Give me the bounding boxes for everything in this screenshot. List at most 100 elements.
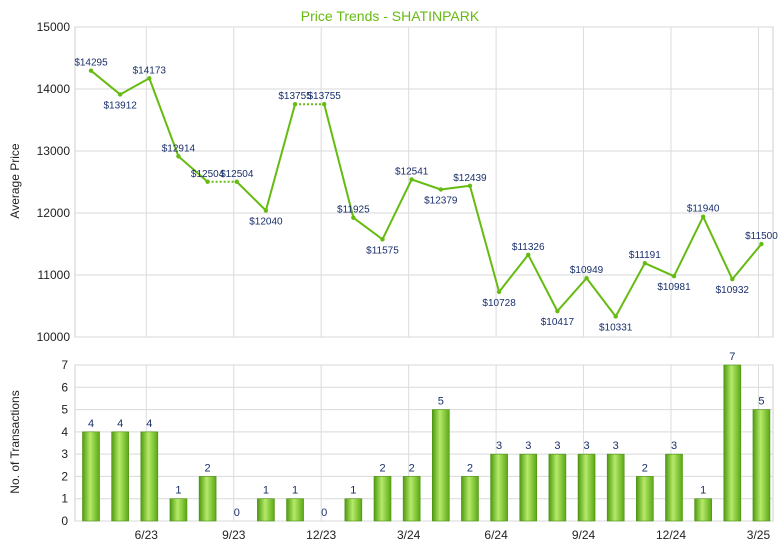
price-data-label: $10949: [570, 265, 604, 276]
price-line-segment: [702, 216, 734, 280]
price-point: [176, 154, 181, 159]
price-line-segment: [585, 277, 617, 318]
price-line-segment: [411, 178, 442, 191]
price-y-tick-label: 13000: [37, 144, 71, 158]
transactions-data-label: 4: [146, 418, 152, 430]
price-line-segment: [468, 185, 501, 293]
transactions-plot-area: [74, 364, 774, 522]
transactions-bar: [344, 498, 363, 522]
price-line-segment: [731, 243, 763, 280]
price-y-axis-label: Average Price: [8, 143, 22, 218]
price-data-label: $11925: [337, 205, 370, 216]
price-point: [584, 275, 589, 281]
price-data-label: $11191: [629, 250, 661, 261]
transactions-bar: [665, 453, 683, 522]
price-point: [642, 260, 648, 266]
price-data-label: $13755: [278, 91, 312, 102]
transactions-data-label: 1: [175, 485, 181, 497]
price-line-segment: [527, 254, 559, 312]
price-plot-area: [74, 26, 774, 338]
price-y-tick-label: 15000: [37, 20, 71, 34]
price-data-label: $12504: [191, 169, 225, 180]
price-point: [351, 215, 356, 220]
transactions-bar: [548, 453, 567, 522]
x-tick-label: 9/23: [222, 528, 246, 542]
transactions-data-label: 5: [438, 396, 444, 408]
transactions-data-label: 7: [729, 351, 735, 363]
x-tick-label: 3/25: [747, 528, 771, 542]
price-point: [234, 179, 239, 184]
transactions-y-tick-label: 1: [61, 492, 68, 506]
price-point: [147, 76, 152, 81]
price-data-label: $12504: [220, 169, 254, 180]
x-tick-label: 9/24: [572, 528, 596, 542]
price-point: [496, 289, 502, 295]
price-point: [438, 187, 443, 192]
price-line-segment: [119, 77, 150, 96]
transactions-data-label: 2: [409, 462, 415, 474]
price-line-segment: [264, 103, 297, 211]
price-line-segment: [323, 103, 355, 218]
price-point: [671, 273, 677, 279]
price-point: [409, 177, 414, 182]
price-point: [700, 214, 706, 219]
price-data-label: $11940: [687, 204, 720, 215]
price-point: [555, 308, 560, 314]
price-point: [730, 277, 735, 282]
price-line-segment: [440, 184, 471, 191]
transactions-bar: [402, 476, 421, 522]
transactions-bar: [82, 431, 100, 522]
transactions-data-label: 3: [496, 440, 502, 452]
transactions-data-label: 2: [467, 462, 473, 474]
price-point: [322, 101, 327, 107]
price-data-label: $12914: [162, 143, 196, 154]
price-data-label: $11575: [366, 245, 399, 256]
price-point: [380, 237, 385, 242]
x-tick-label: 6/23: [135, 528, 159, 542]
transactions-data-label: 3: [613, 440, 619, 452]
transactions-y-tick-label: 4: [61, 425, 68, 439]
price-line-segment: [381, 179, 413, 240]
transactions-bar: [286, 498, 304, 522]
price-data-label: $10417: [541, 317, 575, 328]
price-line-segment: [90, 69, 121, 96]
price-point: [759, 241, 764, 247]
transactions-bar: [723, 364, 742, 522]
price-data-label: $11326: [512, 242, 545, 253]
x-tick-label: 3/24: [397, 528, 421, 542]
price-data-label: $14173: [133, 65, 167, 76]
price-y-tick-label: 11000: [38, 268, 71, 282]
price-data-label: $12439: [453, 173, 487, 184]
transactions-data-label: 4: [88, 418, 94, 430]
x-tick-label: 12/23: [306, 528, 336, 542]
transactions-data-label: 1: [263, 485, 269, 497]
x-tick-label: 6/24: [484, 528, 508, 542]
price-data-label: $10728: [482, 298, 516, 309]
transactions-data-label: 1: [350, 485, 356, 497]
price-data-label: $14295: [74, 58, 108, 69]
price-data-label: $12379: [424, 196, 458, 207]
transactions-y-tick-label: 3: [61, 447, 68, 461]
transactions-data-label: 3: [671, 440, 677, 452]
transactions-data-label: 2: [379, 462, 385, 474]
transactions-bar: [198, 476, 217, 522]
transactions-data-label: 1: [292, 485, 298, 497]
price-line-segment: [673, 216, 705, 277]
transactions-y-tick-label: 6: [61, 380, 68, 394]
transactions-bar: [490, 453, 508, 522]
transactions-bar: [636, 476, 654, 522]
price-line-segment: [498, 254, 530, 293]
transactions-bar: [694, 498, 712, 522]
transactions-y-tick-label: 0: [61, 514, 68, 528]
transactions-data-label: 0: [321, 507, 327, 519]
transactions-bar: [461, 476, 479, 522]
transactions-bar: [431, 409, 450, 522]
price-point: [613, 314, 618, 319]
price-y-tick-label: 10000: [37, 330, 71, 344]
price-point: [117, 92, 123, 97]
transactions-y-axis-label: No. of Transactions: [8, 390, 22, 493]
price-line-segment: [556, 277, 588, 312]
chart-title: Price Trends - SHATINPARK: [301, 8, 480, 24]
